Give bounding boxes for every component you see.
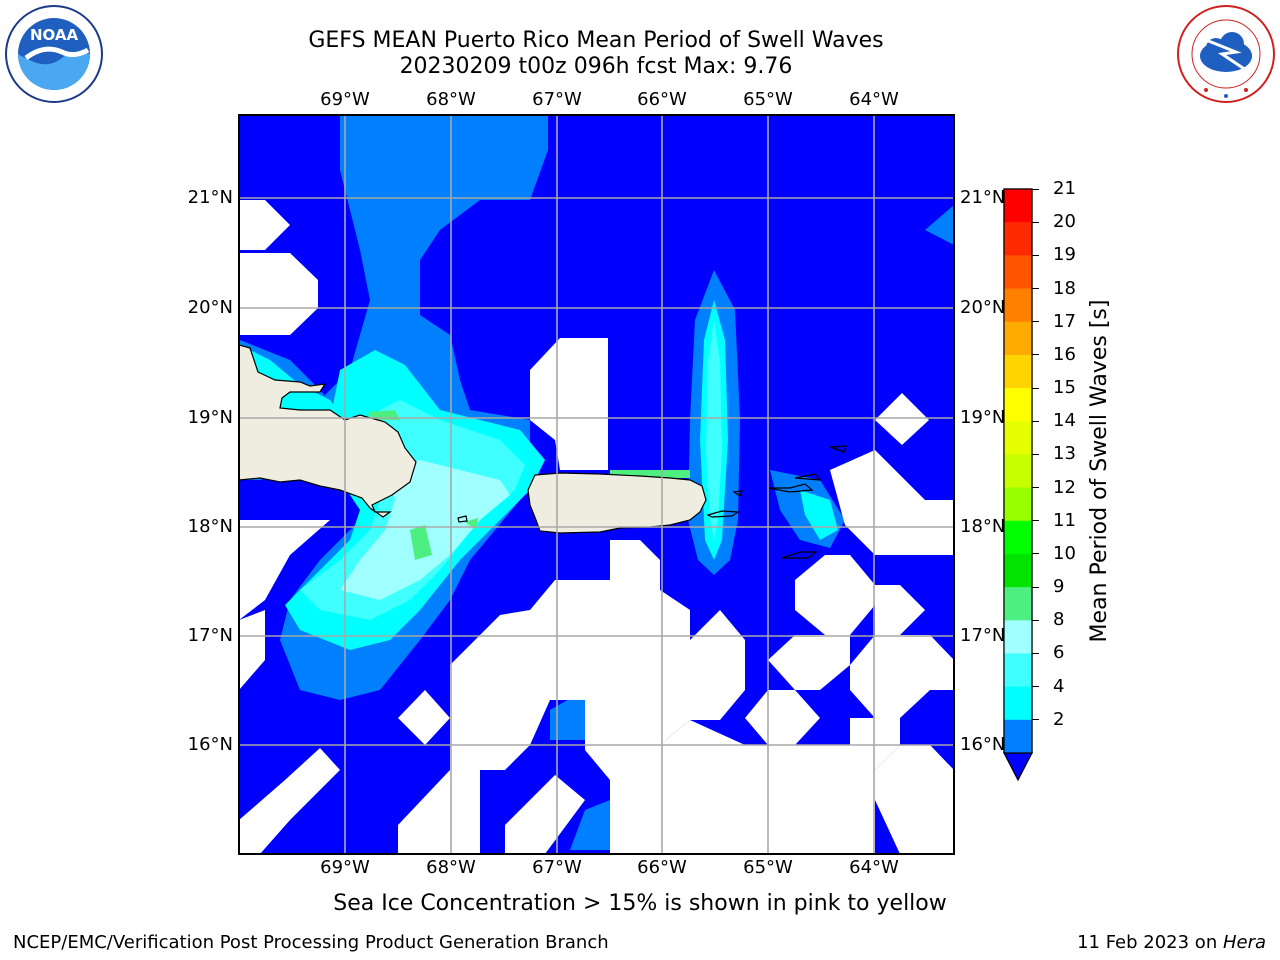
lon-label-top-64w: 64°W <box>849 89 899 110</box>
colorbar-tick-label: 10 <box>1053 542 1076 564</box>
swell-band-2-4-s1 <box>550 690 585 740</box>
colorbar-tick-label: 8 <box>1053 609 1065 631</box>
lon-label-top-69w: 69°W <box>320 89 370 110</box>
colorbar-tick-mark <box>1032 686 1039 688</box>
map-field <box>239 115 954 854</box>
lat-label-left-18n: 18°N <box>187 516 233 537</box>
lat-label-left-20n: 20°N <box>187 297 233 318</box>
lat-label-right-20n: 20°N <box>960 297 1006 318</box>
lat-label-left-19n: 19°N <box>187 407 233 428</box>
colorbar-extend-arrow <box>1003 752 1033 782</box>
footer-right: 11 Feb 2023 on Hera <box>1077 932 1266 953</box>
virgin-islands <box>767 445 847 493</box>
lon-label-top-66w: 66°W <box>637 89 687 110</box>
colorbar-tick-label: 15 <box>1053 377 1076 399</box>
swell-band-2-4-ne <box>925 205 954 245</box>
swell-band-2-4-s2 <box>570 800 610 850</box>
lon-label-top-65w: 65°W <box>743 89 793 110</box>
colorbar-tick-mark <box>1032 321 1039 323</box>
footer-date: 11 Feb 2023 on <box>1077 932 1223 953</box>
hispaniola-landmass <box>239 344 417 518</box>
sea-ice-caption: Sea Ice Concentration > 15% is shown in … <box>333 891 947 916</box>
colorbar-tick-label: 14 <box>1053 410 1076 432</box>
lat-label-left-16n: 16°N <box>187 734 233 755</box>
lat-label-right-21n: 21°N <box>960 187 1006 208</box>
colorbar-tick-mark <box>1032 188 1039 190</box>
colorbar-tick-label: 6 <box>1053 642 1065 664</box>
colorbar-tick-label: 9 <box>1053 576 1065 598</box>
chart-title: GEFS MEAN Puerto Rico Mean Period of Swe… <box>308 28 884 53</box>
colorbar-tick-mark <box>1032 453 1039 455</box>
colorbar-tick-label: 13 <box>1053 443 1076 465</box>
lat-label-left-21n: 21°N <box>187 187 233 208</box>
colorbar-tick-label: 12 <box>1053 476 1076 498</box>
footer-host: Hera <box>1222 932 1266 953</box>
colorbar-tick-label: 2 <box>1053 708 1065 730</box>
lon-label-bottom-64w: 64°W <box>849 857 899 878</box>
colorbar-tick-mark <box>1032 420 1039 422</box>
lat-label-right-18n: 18°N <box>960 516 1006 537</box>
colorbar-tick-label: 4 <box>1053 675 1065 697</box>
map-gridlines <box>239 115 954 854</box>
colorbar-tick-mark <box>1032 487 1039 489</box>
colorbar-tick-mark <box>1032 387 1039 389</box>
swell-band-6-8-east <box>706 320 722 540</box>
colorbar-tick-label: 16 <box>1053 343 1076 365</box>
colorbar-tick-label: 17 <box>1053 310 1076 332</box>
colorbar-tick-mark <box>1032 652 1039 654</box>
culebra-island <box>732 490 743 497</box>
colorbar-tick-label: 19 <box>1053 244 1076 266</box>
colorbar-tick-label: 20 <box>1053 211 1076 233</box>
st-croix-island <box>781 551 818 559</box>
lon-label-bottom-66w: 66°W <box>637 857 687 878</box>
colorbar-tick-mark <box>1032 719 1039 721</box>
colorbar-tick-mark <box>1032 553 1039 555</box>
lon-label-top-67w: 67°W <box>532 89 582 110</box>
lat-label-left-17n: 17°N <box>187 625 233 646</box>
chart-subtitle: 20230209 t00z 096h fcst Max: 9.76 <box>399 54 793 79</box>
colorbar-frame <box>1003 188 1033 754</box>
colorbar-tick-label: 18 <box>1053 277 1076 299</box>
colorbar-tick-mark <box>1032 520 1039 522</box>
colorbar-label: Mean Period of Swell Waves [s] <box>1087 300 1112 643</box>
missing-data-areas <box>239 200 954 854</box>
lat-label-right-17n: 17°N <box>960 625 1006 646</box>
lon-label-bottom-69w: 69°W <box>320 857 370 878</box>
noaa-logo: NOAA <box>4 4 104 104</box>
lat-label-right-16n: 16°N <box>960 734 1006 755</box>
lat-label-right-19n: 19°N <box>960 407 1006 428</box>
colorbar-tick-mark <box>1032 586 1039 588</box>
lon-label-bottom-68w: 68°W <box>426 857 476 878</box>
colorbar-tick-mark <box>1032 354 1039 356</box>
lon-label-top-68w: 68°W <box>426 89 476 110</box>
lon-label-bottom-65w: 65°W <box>743 857 793 878</box>
colorbar-tick-mark <box>1032 254 1039 256</box>
colorbar-tick-mark <box>1032 619 1039 621</box>
map-frame <box>238 114 955 855</box>
colorbar-tick-mark <box>1032 221 1039 223</box>
colorbar-tick-label: 11 <box>1053 509 1076 531</box>
nws-logo <box>1176 4 1276 104</box>
noaa-text: NOAA <box>30 26 79 44</box>
footer-left: NCEP/EMC/Verification Post Processing Pr… <box>13 932 609 953</box>
lon-label-bottom-67w: 67°W <box>532 857 582 878</box>
mona-island <box>457 515 468 523</box>
vieques-island <box>706 510 740 518</box>
colorbar-tick-mark <box>1032 288 1039 290</box>
swell-band-9-10-a <box>410 525 432 560</box>
colorbar-tick-label: 21 <box>1053 178 1076 199</box>
